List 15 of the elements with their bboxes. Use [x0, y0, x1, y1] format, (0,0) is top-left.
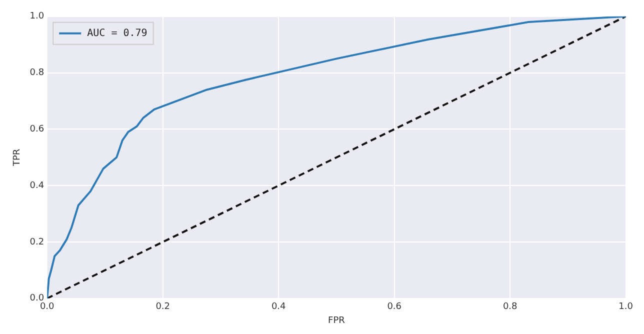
y-axis-title: TPR — [12, 148, 23, 167]
legend-label: AUC = 0.79 — [87, 28, 148, 39]
x-tick-label: 0.2 — [156, 302, 170, 312]
y-tick-label: 0.0 — [30, 294, 44, 304]
y-tick-label: 0.2 — [30, 237, 44, 248]
x-axis-title: FPR — [328, 316, 345, 326]
y-tick-label: 0.4 — [30, 180, 44, 191]
x-tick-label: 0.8 — [502, 302, 518, 312]
y-tick-label: 1.0 — [30, 12, 44, 22]
y-tick-label: 0.6 — [30, 124, 44, 135]
x-tick-label: 1.0 — [618, 302, 634, 312]
y-tick-label: 0.8 — [30, 68, 44, 78]
x-tick-label: 0.6 — [387, 302, 402, 312]
x-tick-label: 0.4 — [271, 302, 286, 312]
x-tick-label: 0.0 — [40, 302, 55, 312]
